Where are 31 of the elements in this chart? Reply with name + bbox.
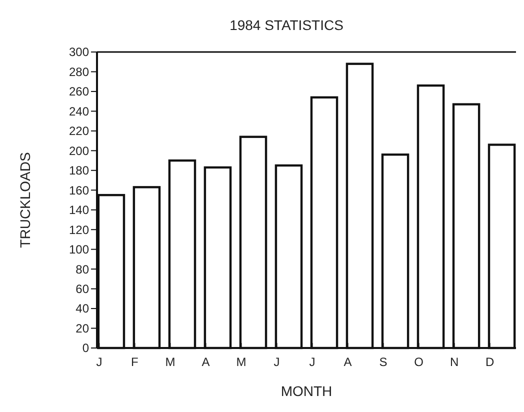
y-tick-label: 140 bbox=[68, 203, 90, 218]
y-tick-label: 100 bbox=[68, 242, 90, 257]
y-tick-label: 200 bbox=[68, 144, 90, 158]
x-tick-label: A bbox=[202, 355, 210, 369]
y-tick-label: 120 bbox=[68, 222, 90, 237]
x-tick-label: F bbox=[131, 355, 138, 369]
x-tick-label: J bbox=[309, 355, 316, 369]
x-tick-label: O bbox=[414, 355, 424, 369]
y-tick-label: 240 bbox=[68, 104, 90, 118]
x-tick-label: S bbox=[379, 355, 388, 369]
y-tick-label: 260 bbox=[68, 84, 90, 99]
x-axis-title: MONTH bbox=[280, 383, 332, 399]
x-tick-label: D bbox=[485, 355, 494, 369]
x-tick-label: J bbox=[96, 355, 102, 369]
y-tick-label: 60 bbox=[76, 282, 90, 296]
y-axis-title: TRUCKLOADS bbox=[17, 152, 33, 248]
x-tick-label: N bbox=[450, 355, 459, 369]
y-tick-label: 220 bbox=[68, 124, 90, 138]
y-tick-label: 40 bbox=[76, 302, 90, 316]
chart-title: 1984 STATISTICS bbox=[230, 17, 344, 33]
y-tick-label: 280 bbox=[68, 64, 90, 79]
y-tick-label: 180 bbox=[68, 164, 90, 178]
x-tick-label: A bbox=[344, 355, 352, 369]
x-tick-label: M bbox=[236, 355, 246, 369]
x-tick-label: M bbox=[165, 355, 176, 369]
y-tick-label: 160 bbox=[68, 183, 90, 198]
y-tick-label: 20 bbox=[76, 321, 90, 336]
x-tick-label: J bbox=[274, 355, 280, 369]
y-tick-label: 0 bbox=[82, 341, 90, 356]
y-tick-label: 80 bbox=[76, 262, 90, 276]
y-tick-label: 300 bbox=[68, 45, 90, 60]
